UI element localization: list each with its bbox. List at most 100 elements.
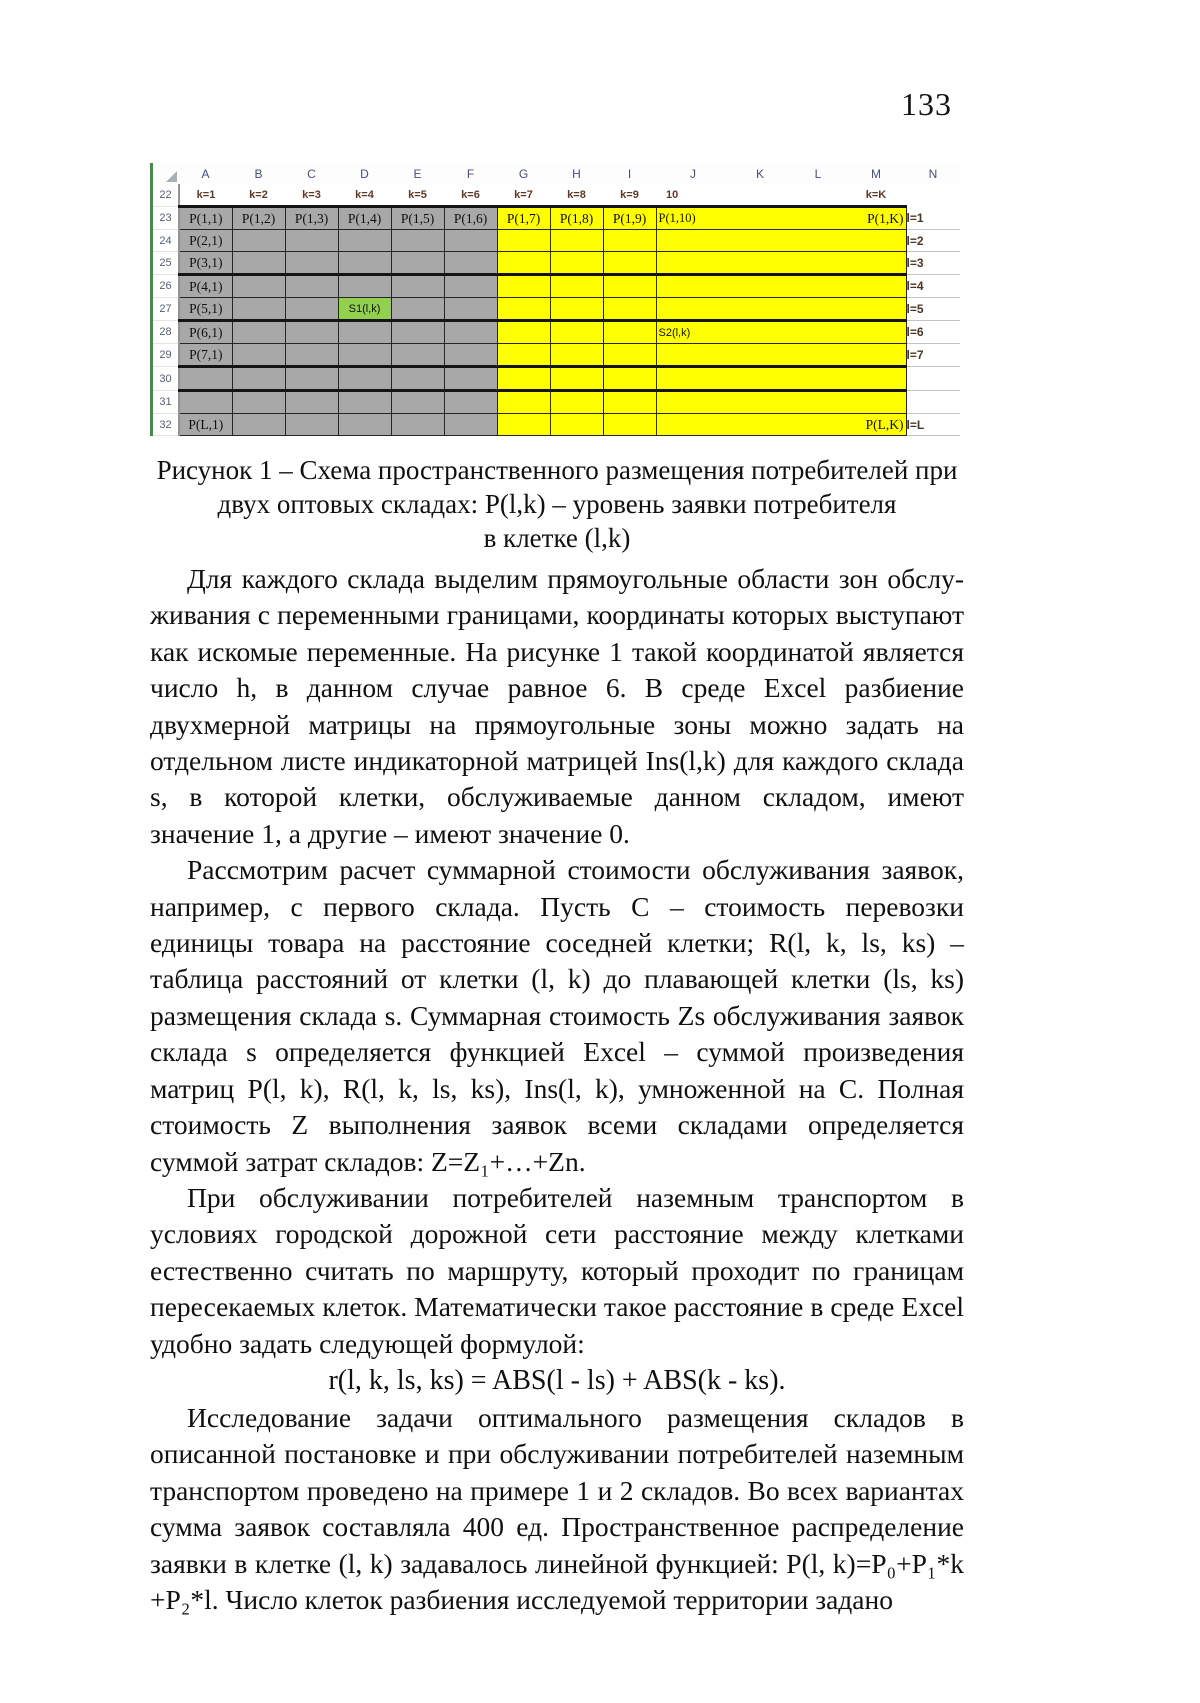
spreadsheet-cell — [549, 297, 604, 322]
spreadsheet-cell — [390, 320, 445, 344]
column-header-I: I — [603, 163, 656, 184]
cell-label-left: P(1,10) — [658, 211, 696, 225]
spreadsheet-cell: P(7,1) — [178, 343, 233, 368]
spreadsheet-cell: P(1,7) — [496, 205, 551, 230]
spreadsheet-cell — [284, 390, 339, 414]
spreadsheet-cell — [337, 229, 392, 252]
row-number: 24 — [153, 229, 180, 252]
spreadsheet-cell: S1(l,k) — [337, 297, 392, 322]
spreadsheet-cell — [231, 390, 286, 414]
l-label: l=1 — [906, 206, 960, 230]
spreadsheet-cell — [231, 413, 286, 436]
spreadsheet-row: 31 — [153, 390, 960, 414]
cell-label-right: P(L,K) — [865, 416, 904, 432]
cell-label-left: S2(l,k) — [658, 326, 691, 339]
spreadsheet-cell — [390, 251, 445, 276]
spreadsheet-cell — [549, 390, 604, 414]
figure-caption-line-3: в клетке (l,k) — [483, 523, 631, 553]
column-header-E: E — [391, 163, 444, 184]
spreadsheet-cell — [337, 274, 392, 298]
row-number: 26 — [153, 274, 180, 298]
spreadsheet-cell — [549, 413, 604, 436]
spreadsheet-cell — [337, 320, 392, 344]
spreadsheet-cell — [337, 413, 392, 436]
spreadsheet-cell: P(2,1) — [178, 229, 233, 252]
spreadsheet-cell — [284, 297, 339, 322]
spreadsheet-cell — [549, 274, 604, 298]
l-label: l=2 — [906, 229, 960, 252]
spreadsheet-cell — [496, 297, 551, 322]
k-label: k=K — [846, 184, 906, 207]
k-label: k=5 — [391, 184, 444, 207]
spreadsheet-cell — [443, 390, 498, 414]
spreadsheet-cell — [602, 343, 657, 368]
spreadsheet-cell — [231, 297, 286, 322]
spreadsheet-cell — [602, 274, 657, 298]
spreadsheet-cell — [443, 297, 498, 322]
spreadsheet-cell — [496, 251, 551, 276]
spreadsheet-cell — [496, 390, 551, 414]
spreadsheet-merged-cell: P(1,10) P(1,K) — [655, 205, 907, 230]
spreadsheet-cell — [337, 366, 392, 392]
spreadsheet-cell — [284, 229, 339, 252]
spreadsheet-cell: P(1,2) — [231, 205, 286, 230]
cell-label-right: P(1,K) — [867, 210, 904, 226]
spreadsheet-cell — [231, 320, 286, 344]
spreadsheet-cell — [549, 366, 604, 392]
column-header-D: D — [338, 163, 391, 184]
spreadsheet-cell — [496, 366, 551, 392]
l-label: l=6 — [906, 320, 960, 344]
spreadsheet-cell — [390, 413, 445, 436]
spreadsheet-row: 32 P(L,1) P(L,K) l=L — [153, 413, 960, 436]
page-number: 133 — [901, 86, 952, 122]
row-number: 27 — [153, 297, 180, 321]
spreadsheet-cell — [549, 251, 604, 276]
column-header-J: J — [656, 163, 730, 184]
spreadsheet-cell — [284, 343, 339, 368]
spreadsheet-merged-cell — [655, 229, 907, 252]
spreadsheet-cell — [284, 366, 339, 392]
l-label: l=5 — [906, 297, 960, 321]
paragraph-2: Рассмотрим расчет суммарной стоимости об… — [150, 854, 964, 1177]
spreadsheet-cell — [231, 343, 286, 368]
spreadsheet-cell — [231, 229, 286, 252]
l-label: l=4 — [906, 274, 960, 298]
k-label: 10 — [656, 184, 730, 207]
column-header-H: H — [550, 163, 603, 184]
k-label — [790, 184, 846, 207]
spreadsheet-cell: P(4,1) — [178, 274, 233, 298]
spreadsheet-cell — [231, 251, 286, 276]
column-header-B: B — [232, 163, 285, 184]
spreadsheet-cell: P(1,9) — [602, 205, 657, 230]
column-header-K: K — [730, 163, 790, 184]
spreadsheet-merged-cell: P(L,K) — [655, 413, 907, 436]
row-number: 25 — [153, 251, 180, 275]
spreadsheet-cell — [443, 366, 498, 392]
merged-cell-content: P(1,10) P(1,K) — [657, 210, 905, 227]
column-header-M: M — [846, 163, 906, 184]
spreadsheet-cell — [390, 390, 445, 414]
spreadsheet-merged-cell — [655, 297, 907, 322]
spreadsheet-row: 23 P(1,1) P(1,2) P(1,3) P(1,4) P(1,5) P(1,6) P(… — [153, 205, 960, 230]
spreadsheet-cell — [443, 343, 498, 368]
k-label: k=3 — [285, 184, 338, 207]
spreadsheet-cell — [337, 251, 392, 276]
spreadsheet-cell — [549, 320, 604, 344]
k-label: k=8 — [550, 184, 603, 207]
spreadsheet-merged-cell — [655, 390, 907, 414]
spreadsheet-cell — [284, 413, 339, 436]
spreadsheet-cell — [443, 229, 498, 252]
k-label: k=9 — [603, 184, 656, 207]
l-label — [906, 390, 960, 414]
spreadsheet-cell: P(1,4) — [337, 205, 392, 230]
l-label: l=7 — [906, 343, 960, 367]
column-header-C: C — [285, 163, 338, 184]
spreadsheet-row: 29 P(7,1) l=7 — [153, 343, 960, 368]
spreadsheet-cell — [284, 274, 339, 298]
spreadsheet-merged-cell — [655, 366, 907, 392]
k-label: k=7 — [497, 184, 550, 207]
spreadsheet-row: 30 — [153, 366, 960, 392]
paragraph-4: Исследование задачи оптимального размеще… — [150, 1401, 964, 1615]
row-number: 28 — [153, 320, 180, 344]
row-number: 29 — [153, 343, 180, 367]
